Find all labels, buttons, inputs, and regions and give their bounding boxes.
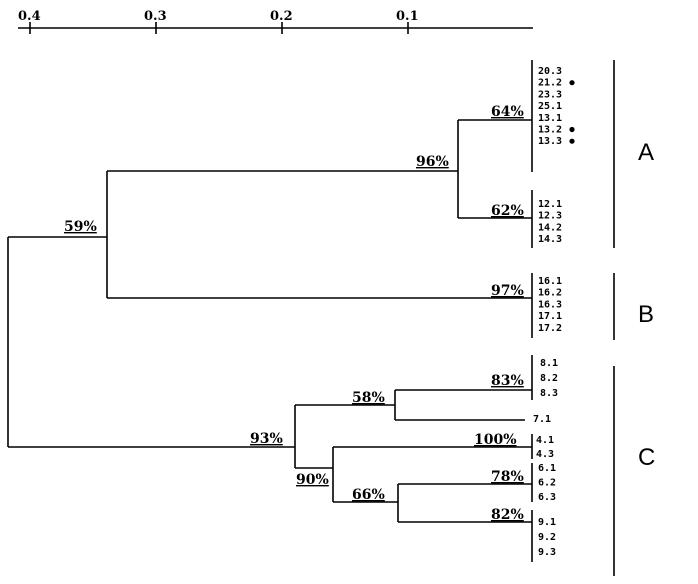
node-label: 97% xyxy=(491,283,524,299)
leaf-label: 13.3 xyxy=(538,136,562,147)
group-brackets: A B C xyxy=(613,60,655,576)
axis-tick-label: 0.3 xyxy=(144,9,167,24)
leaf-label: 20.3 xyxy=(538,66,562,77)
node-label: 100% xyxy=(474,432,517,448)
node-label: 90% xyxy=(296,472,329,488)
marker-dot xyxy=(569,126,575,133)
node-label: 59% xyxy=(64,219,97,235)
node-label: 83% xyxy=(491,373,524,389)
leaf-label: 9.3 xyxy=(538,547,556,558)
leaf-label: 8.3 xyxy=(540,388,558,399)
leaf-label: 7.1 xyxy=(533,414,551,425)
leaf-label: 4.1 xyxy=(536,435,554,446)
group-label-a: A xyxy=(638,139,654,166)
bootstrap-labels: 59% 96% 64% 62% 97% 93% 58% 83% 90% 100%… xyxy=(64,104,524,523)
node-label: 62% xyxy=(491,203,524,219)
leaf-label: 17.2 xyxy=(538,323,562,334)
leaf-label: 8.2 xyxy=(540,373,558,384)
node-label: 78% xyxy=(491,469,524,485)
tree-branches xyxy=(7,60,533,562)
leaf-label: 14.2 xyxy=(538,222,562,233)
leaf-label: 12.1 xyxy=(538,199,562,210)
node-label: 82% xyxy=(491,507,524,523)
leaf-label: 8.1 xyxy=(540,358,558,369)
axis-tick-label: 0.2 xyxy=(270,9,293,24)
leaf-label: 16.3 xyxy=(538,299,562,310)
node-label: 66% xyxy=(352,487,385,503)
leaf-label: 6.3 xyxy=(538,492,556,503)
leaf-label: 23.3 xyxy=(538,89,562,100)
marker-dot xyxy=(569,138,575,144)
marker-dot xyxy=(569,80,575,86)
leaf-label: 12.3 xyxy=(538,211,562,222)
leaf-label: 6.1 xyxy=(538,463,556,474)
group-label-b: B xyxy=(638,301,654,328)
node-label: 64% xyxy=(491,104,524,120)
leaf-label: 16.2 xyxy=(538,288,562,299)
leaf-label: 13.1 xyxy=(538,113,562,124)
leaf-labels: 20.321.223.325.113.113.213.3 12.112.314.2… xyxy=(533,66,575,558)
group-label-c: C xyxy=(638,444,655,471)
leaf-label: 6.2 xyxy=(538,478,556,489)
leaf-label: 9.1 xyxy=(538,517,556,528)
leaf-label: 9.2 xyxy=(538,532,556,543)
axis-tick-label: 0.1 xyxy=(396,9,419,24)
leaf-label: 21.2 xyxy=(538,78,562,89)
leaf-label: 16.1 xyxy=(538,276,562,287)
leaf-label: 4.3 xyxy=(536,449,554,460)
distance-axis: 0.4 0.3 0.2 0.1 xyxy=(18,9,533,34)
node-label: 96% xyxy=(416,154,449,170)
leaf-label: 17.1 xyxy=(538,311,562,322)
leaf-label: 14.3 xyxy=(538,234,562,245)
node-label: 93% xyxy=(250,431,283,447)
axis-tick-label: 0.4 xyxy=(18,9,41,24)
leaf-label: 13.2 xyxy=(538,125,562,136)
node-label: 58% xyxy=(352,390,385,406)
leaf-label: 25.1 xyxy=(538,101,562,112)
